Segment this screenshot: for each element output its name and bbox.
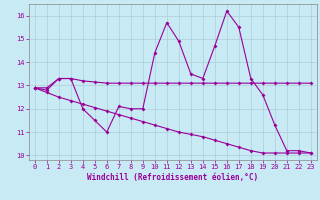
X-axis label: Windchill (Refroidissement éolien,°C): Windchill (Refroidissement éolien,°C) (87, 173, 258, 182)
